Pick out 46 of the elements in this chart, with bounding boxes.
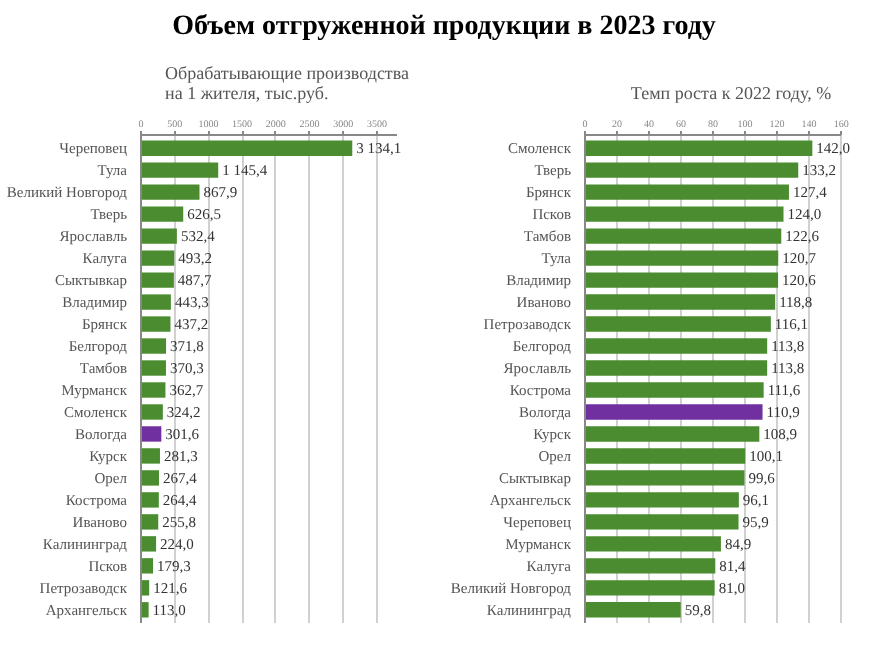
bar	[141, 492, 159, 508]
bar	[585, 426, 760, 442]
bar	[585, 602, 681, 618]
bar	[585, 316, 771, 332]
bar	[585, 382, 764, 398]
bar	[141, 514, 159, 530]
bar	[141, 294, 171, 310]
bar	[141, 206, 184, 222]
bar	[585, 206, 784, 222]
bar	[141, 272, 174, 288]
bar	[585, 184, 789, 200]
bar	[585, 536, 721, 552]
bar	[585, 338, 768, 354]
bar	[585, 514, 739, 530]
bar	[141, 470, 160, 486]
bar	[141, 404, 163, 420]
bar	[141, 536, 157, 552]
bar	[141, 360, 166, 376]
bar	[585, 228, 782, 244]
chart-subtitle: Темп роста к 2022 году, %	[630, 83, 833, 103]
bar	[141, 162, 219, 178]
bar	[585, 404, 763, 420]
bar	[141, 448, 160, 464]
bar	[141, 184, 200, 200]
bar	[585, 580, 715, 596]
bar	[141, 228, 177, 244]
bar	[141, 316, 171, 332]
bar	[585, 558, 716, 574]
bar	[585, 492, 739, 508]
bar	[585, 272, 779, 288]
bar	[585, 250, 779, 266]
chart-subtitle: Обрабатывающие производства на 1 жителя, тыс.руб.	[165, 63, 409, 103]
bar	[141, 558, 154, 574]
bar	[585, 140, 813, 156]
bar	[141, 382, 166, 398]
chart-title: Объем отгруженной продукции в 2023 году	[172, 10, 716, 46]
bar	[141, 140, 353, 156]
bar	[585, 470, 745, 486]
bar	[585, 360, 768, 376]
bar	[585, 448, 746, 464]
bar	[585, 294, 776, 310]
bar	[141, 602, 149, 618]
bar	[585, 162, 799, 178]
bar	[141, 426, 162, 442]
bar	[141, 338, 167, 354]
bar	[141, 250, 175, 266]
